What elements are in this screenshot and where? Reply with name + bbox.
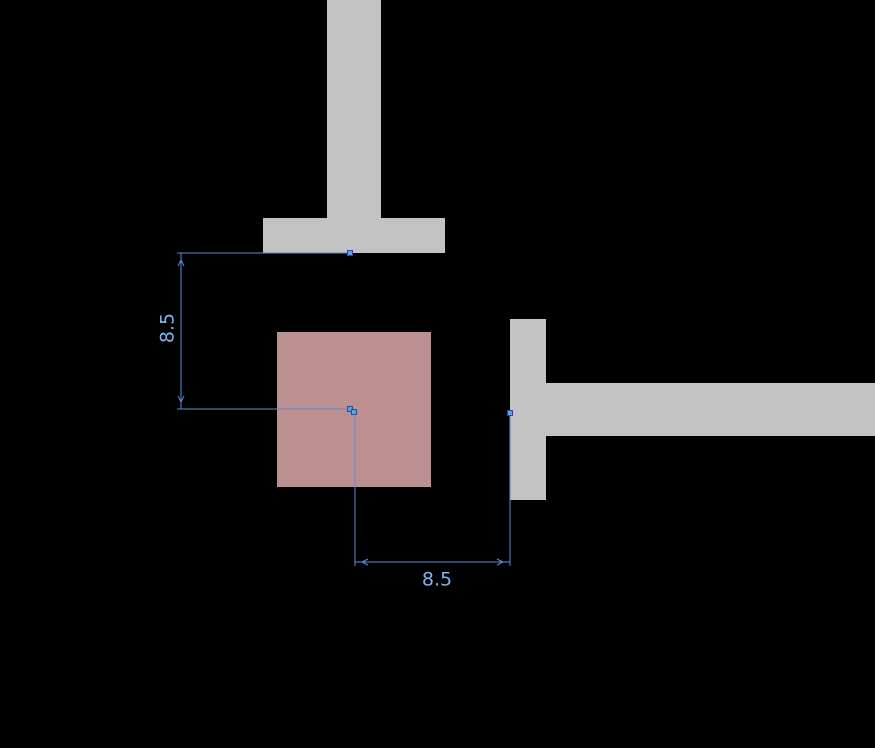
dim-horizontal-label[interactable]: 8.5 [422,569,452,591]
wall-top-stem[interactable] [327,0,381,220]
dim-vertical-tick-top [177,258,185,267]
dim-horizontal-tick-right [496,558,505,566]
dim-horizontal-tick-left [360,558,369,566]
wall-right-t-shape[interactable] [510,319,875,500]
dimension-vertical[interactable]: 8.5 [157,252,352,410]
grip-handle-right-wall[interactable] [507,410,513,416]
wall-top-t-shape[interactable] [263,0,445,253]
dim-vertical-tick-bottom [177,395,185,404]
wall-right-stem[interactable] [544,383,875,436]
dim-vertical-label[interactable]: 8.5 [157,313,179,343]
dimension-horizontal[interactable]: 8.5 [354,412,511,591]
grip-handle-column-center-b[interactable] [351,409,357,415]
wall-top-flange[interactable] [263,218,445,253]
wall-right-flange[interactable] [510,319,546,500]
grip-handle-top-wall[interactable] [347,250,353,256]
